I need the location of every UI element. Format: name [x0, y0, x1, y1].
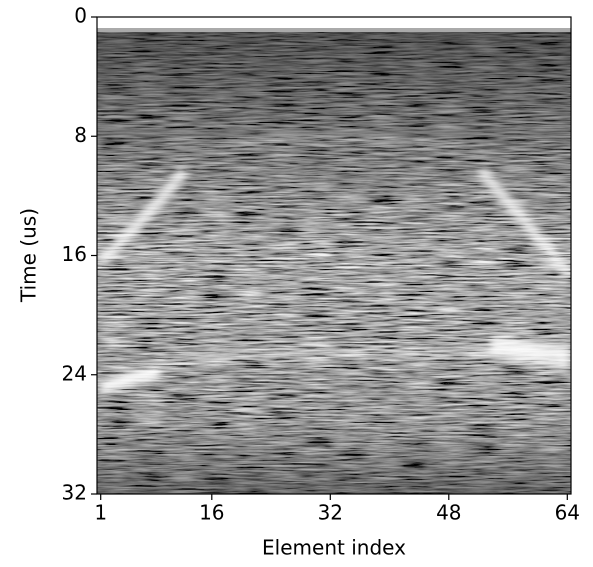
x-tick-label: 32 — [318, 501, 343, 525]
y-tick-label: 32 — [62, 481, 87, 505]
x-tick-label: 48 — [436, 501, 461, 525]
x-tick-label: 1 — [94, 501, 107, 525]
y-tick-label: 24 — [62, 361, 87, 385]
y-axis-label: Time (us) — [17, 208, 41, 303]
y-tick-label: 16 — [62, 242, 87, 266]
image — [97, 17, 571, 494]
x-tick-label: 64 — [555, 501, 580, 525]
y-tick-label: 0 — [74, 4, 87, 28]
x-tick-label: 16 — [199, 501, 224, 525]
x-axis-label: Element index — [262, 536, 406, 560]
y-tick-label: 8 — [74, 123, 87, 147]
